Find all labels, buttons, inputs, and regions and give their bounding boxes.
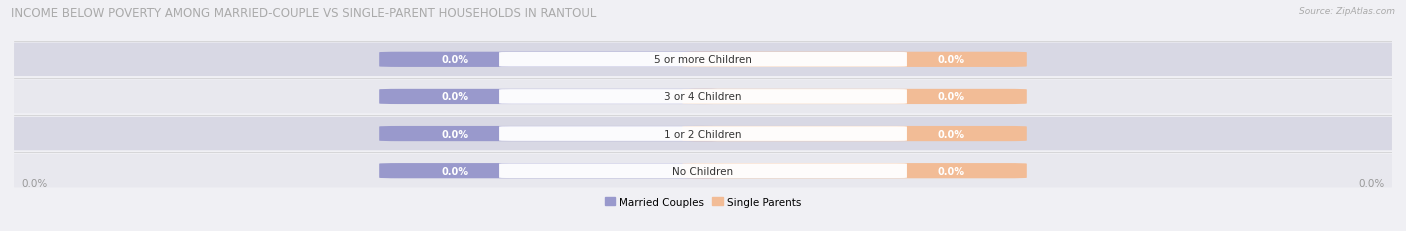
FancyBboxPatch shape <box>14 80 1392 114</box>
FancyBboxPatch shape <box>380 52 724 68</box>
Text: 5 or more Children: 5 or more Children <box>654 55 752 65</box>
Text: 1 or 2 Children: 1 or 2 Children <box>664 129 742 139</box>
FancyBboxPatch shape <box>499 53 907 67</box>
Text: 0.0%: 0.0% <box>21 179 48 189</box>
FancyBboxPatch shape <box>682 126 1026 142</box>
FancyBboxPatch shape <box>682 89 1026 105</box>
Text: 0.0%: 0.0% <box>1358 179 1385 189</box>
FancyBboxPatch shape <box>682 163 1026 179</box>
Text: 0.0%: 0.0% <box>938 166 965 176</box>
Text: 0.0%: 0.0% <box>441 55 468 65</box>
FancyBboxPatch shape <box>499 90 907 104</box>
FancyBboxPatch shape <box>380 126 724 142</box>
Text: 3 or 4 Children: 3 or 4 Children <box>664 92 742 102</box>
Text: 0.0%: 0.0% <box>441 166 468 176</box>
Text: 0.0%: 0.0% <box>441 92 468 102</box>
FancyBboxPatch shape <box>380 89 724 105</box>
FancyBboxPatch shape <box>499 164 907 178</box>
Text: INCOME BELOW POVERTY AMONG MARRIED-COUPLE VS SINGLE-PARENT HOUSEHOLDS IN RANTOUL: INCOME BELOW POVERTY AMONG MARRIED-COUPL… <box>11 7 596 20</box>
Text: No Children: No Children <box>672 166 734 176</box>
FancyBboxPatch shape <box>14 117 1392 151</box>
Legend: Married Couples, Single Parents: Married Couples, Single Parents <box>600 193 806 211</box>
FancyBboxPatch shape <box>380 163 724 179</box>
Text: 0.0%: 0.0% <box>938 92 965 102</box>
Text: 0.0%: 0.0% <box>441 129 468 139</box>
Text: 0.0%: 0.0% <box>938 55 965 65</box>
FancyBboxPatch shape <box>14 154 1392 188</box>
FancyBboxPatch shape <box>682 52 1026 68</box>
FancyBboxPatch shape <box>499 127 907 141</box>
Text: Source: ZipAtlas.com: Source: ZipAtlas.com <box>1299 7 1395 16</box>
FancyBboxPatch shape <box>14 43 1392 77</box>
Text: 0.0%: 0.0% <box>938 129 965 139</box>
